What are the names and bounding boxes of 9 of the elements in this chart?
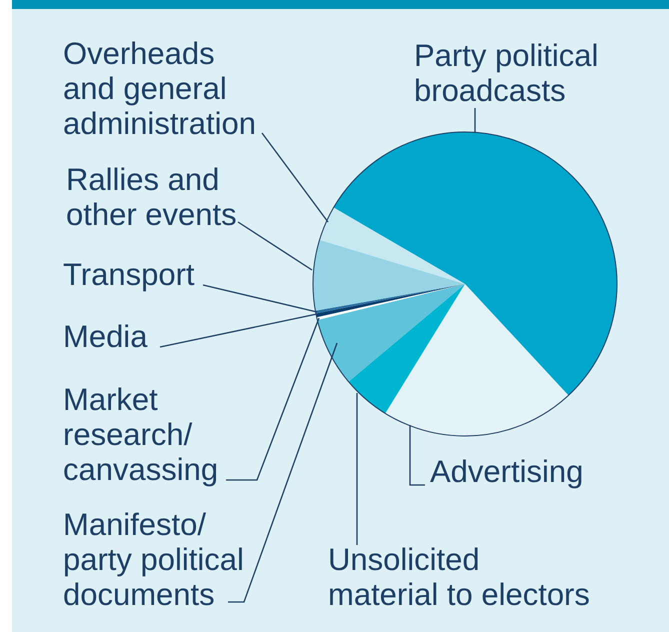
slice-label: Transport [63,257,195,292]
slice-label: Unsolicited material to electors [328,542,590,612]
slice-label: Advertising [430,454,584,489]
slice-label: Overheads and general administration [63,36,256,141]
slice-label: Media [63,319,148,354]
slice-label: Market research/ canvassing [63,382,218,487]
slice-label: Rallies and other events [66,162,237,232]
slice-label: Manifesto/ party political documents [63,507,244,612]
slice-label: Party political broadcasts [414,38,598,108]
